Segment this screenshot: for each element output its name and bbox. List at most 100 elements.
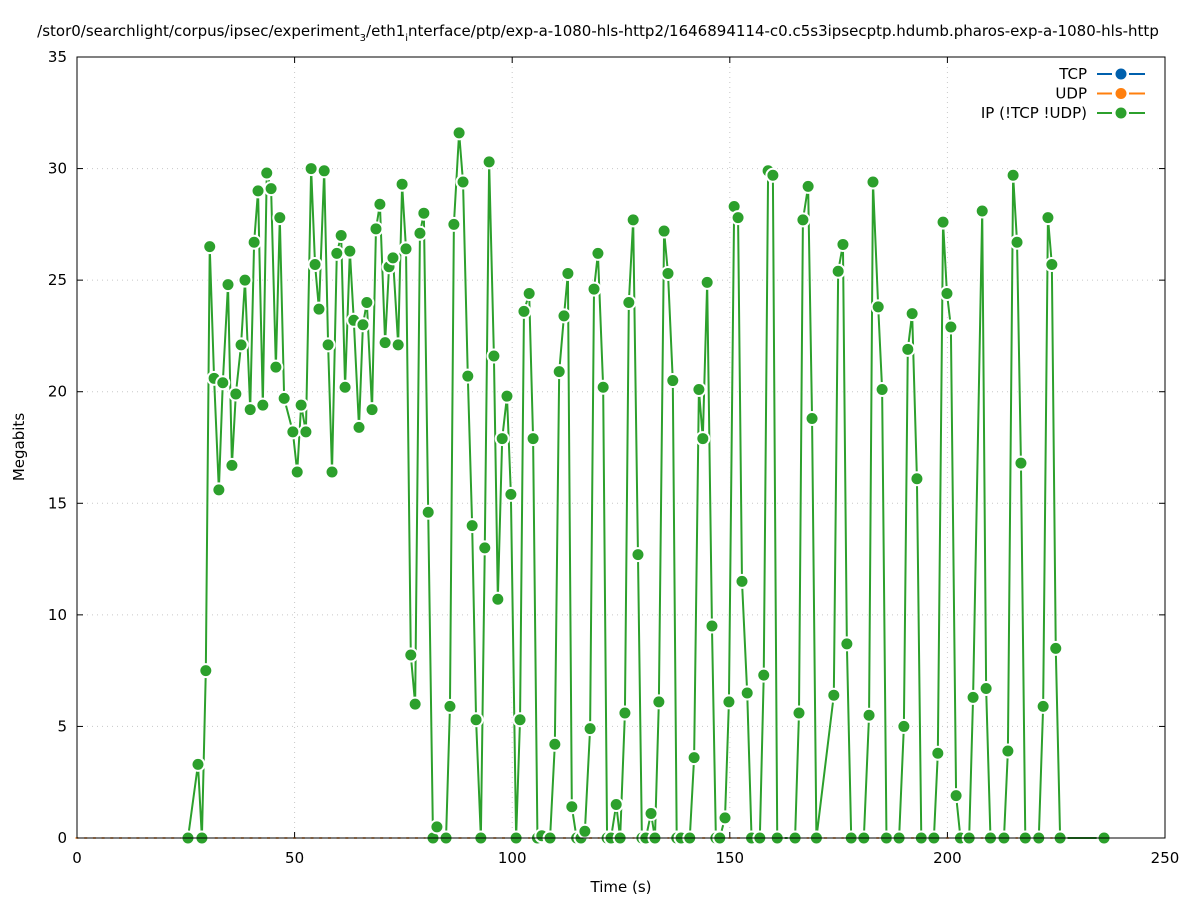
data-point	[364, 402, 380, 418]
data-point	[368, 221, 384, 237]
x-tick-label: 100	[498, 849, 527, 867]
data-point	[276, 390, 292, 406]
data-point	[246, 234, 262, 250]
y-tick-label: 35	[48, 48, 67, 66]
data-point	[765, 167, 781, 183]
data-point	[503, 486, 519, 502]
data-point	[215, 375, 231, 391]
data-point	[1000, 743, 1016, 759]
data-point	[385, 250, 401, 266]
data-point	[948, 788, 964, 804]
data-point	[874, 381, 890, 397]
data-point	[429, 819, 445, 835]
tick-labels: 0 50 100 150 200 250 0 5 10 15 20 25 30 35	[48, 48, 1179, 867]
data-point	[965, 689, 981, 705]
data-point	[865, 174, 881, 190]
data-point	[293, 397, 309, 413]
data-point	[943, 319, 959, 335]
data-point	[1035, 698, 1051, 714]
data-point	[739, 685, 755, 701]
legend-label: IP (!TCP !UDP)	[981, 104, 1087, 122]
data-point	[930, 745, 946, 761]
y-tick-label: 10	[48, 606, 67, 624]
data-point	[617, 705, 633, 721]
data-point	[1044, 257, 1060, 273]
y-tick-label: 20	[48, 383, 67, 401]
y-axis-label: Megabits	[10, 413, 28, 481]
data-point	[490, 591, 506, 607]
data-point	[202, 239, 218, 255]
data-point	[359, 294, 375, 310]
data-point	[233, 337, 249, 353]
data-point	[468, 712, 484, 728]
data-point	[242, 402, 258, 418]
data-point	[398, 241, 414, 257]
data-point	[935, 214, 951, 230]
data-point	[564, 799, 580, 815]
data-point	[307, 257, 323, 273]
data-point	[686, 750, 702, 766]
data-point	[861, 707, 877, 723]
data-point	[446, 216, 462, 232]
y-tick-label: 0	[57, 829, 67, 847]
data-point	[342, 243, 358, 259]
data-point	[521, 286, 537, 302]
data-point	[556, 308, 572, 324]
data-point	[377, 335, 393, 351]
data-point	[651, 694, 667, 710]
data-point	[900, 341, 916, 357]
data-point	[337, 379, 353, 395]
legend-marker	[1115, 68, 1127, 80]
data-point	[974, 203, 990, 219]
legend-label: UDP	[1055, 85, 1087, 103]
data-point	[499, 388, 515, 404]
x-axis-label: Time (s)	[590, 878, 652, 896]
x-tick-label: 50	[285, 849, 304, 867]
data-point	[560, 265, 576, 281]
data-point	[516, 303, 532, 319]
x-tick-label: 150	[715, 849, 744, 867]
data-point	[512, 712, 528, 728]
data-point	[481, 154, 497, 170]
plot-series	[75, 125, 1112, 846]
data-point	[190, 756, 206, 772]
data-point	[665, 373, 681, 389]
data-point	[442, 698, 458, 714]
data-point	[625, 212, 641, 228]
data-point	[333, 228, 349, 244]
data-point	[691, 381, 707, 397]
y-tick-label: 5	[57, 717, 67, 735]
x-tick-label: 250	[1151, 849, 1180, 867]
data-point	[255, 397, 271, 413]
data-point	[259, 165, 275, 181]
data-point	[978, 680, 994, 696]
data-point	[730, 210, 746, 226]
y-tick-label: 25	[48, 271, 67, 289]
data-point	[198, 663, 214, 679]
data-point	[1013, 455, 1029, 471]
data-point	[656, 223, 672, 239]
series-line	[186, 132, 1105, 841]
data-point	[272, 210, 288, 226]
data-point	[494, 431, 510, 447]
data-point	[394, 176, 410, 192]
data-point	[311, 301, 327, 317]
data-point	[525, 431, 541, 447]
data-point	[268, 359, 284, 375]
data-point	[372, 196, 388, 212]
data-point	[643, 805, 659, 821]
data-point	[455, 174, 471, 190]
chart-title: /stor0/searchlight/corpus/ipsec/experime…	[37, 22, 1159, 44]
data-point	[551, 364, 567, 380]
data-point	[830, 263, 846, 279]
data-point	[804, 410, 820, 426]
data-point	[826, 687, 842, 703]
data-point	[870, 299, 886, 315]
data-point	[224, 457, 240, 473]
data-point	[451, 125, 467, 141]
data-point	[695, 431, 711, 447]
data-point	[595, 379, 611, 395]
data-point	[1009, 234, 1025, 250]
data-point	[721, 694, 737, 710]
